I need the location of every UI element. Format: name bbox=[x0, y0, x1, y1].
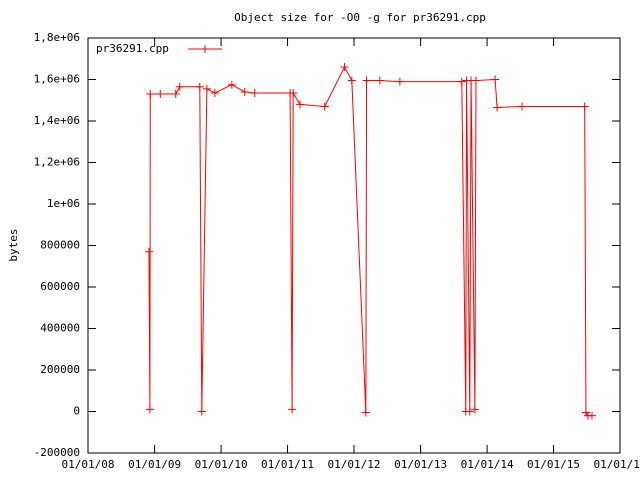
point-marker bbox=[240, 87, 249, 96]
point-marker bbox=[156, 90, 165, 99]
legend-label: pr36291.cpp bbox=[96, 42, 169, 55]
point-marker bbox=[493, 103, 502, 112]
point-marker bbox=[250, 88, 259, 97]
y-tick-label: 0 bbox=[73, 405, 80, 418]
point-marker bbox=[289, 88, 298, 97]
x-tick-label: 01/01/10 bbox=[195, 458, 248, 471]
x-tick-label: 01/01/13 bbox=[394, 458, 447, 471]
point-marker bbox=[171, 90, 180, 99]
y-tick-label: 400000 bbox=[40, 322, 80, 335]
y-axis-label: bytes bbox=[7, 228, 20, 261]
point-marker bbox=[465, 407, 474, 416]
x-tick-label: 01/01/12 bbox=[328, 458, 381, 471]
point-marker bbox=[202, 84, 211, 93]
point-marker bbox=[197, 407, 206, 416]
point-marker bbox=[362, 76, 371, 85]
y-tick-label: 1,2e+06 bbox=[34, 156, 80, 169]
x-tick-label: 01/01/11 bbox=[261, 458, 314, 471]
point-marker bbox=[227, 80, 236, 89]
y-tick-label: 200000 bbox=[40, 363, 80, 376]
plot-border bbox=[87, 37, 621, 454]
y-tick-label: 1,8e+06 bbox=[34, 31, 80, 44]
point-marker bbox=[471, 76, 480, 85]
point-marker bbox=[491, 75, 500, 84]
y-tick-label: 800000 bbox=[40, 239, 80, 252]
point-marker bbox=[146, 90, 155, 99]
x-tick-label: 01/01/16 bbox=[594, 458, 640, 471]
chart-title: Object size for -O0 -g for pr36291.cpp bbox=[234, 11, 486, 24]
y-tick-label: -200000 bbox=[34, 446, 80, 459]
point-marker bbox=[288, 405, 297, 414]
point-marker bbox=[395, 77, 404, 86]
point-marker bbox=[347, 76, 356, 85]
y-tick-label: 1,6e+06 bbox=[34, 73, 80, 86]
point-marker bbox=[340, 63, 349, 72]
point-marker bbox=[320, 102, 329, 111]
point-marker bbox=[295, 100, 304, 109]
x-tick-label: 01/01/09 bbox=[128, 458, 181, 471]
y-tick-label: 1e+06 bbox=[47, 197, 80, 210]
point-marker bbox=[470, 405, 479, 414]
legend-marker bbox=[201, 45, 209, 53]
y-tick-label: 1,4e+06 bbox=[34, 114, 80, 127]
point-marker bbox=[580, 102, 589, 111]
point-marker bbox=[375, 76, 384, 85]
point-marker bbox=[518, 102, 527, 111]
point-marker bbox=[457, 77, 466, 86]
x-tick-label: 01/01/14 bbox=[461, 458, 514, 471]
point-marker bbox=[210, 88, 219, 97]
series-line bbox=[148, 65, 592, 417]
point-marker bbox=[361, 408, 370, 417]
point-marker bbox=[145, 405, 154, 414]
point-marker bbox=[144, 247, 153, 256]
x-tick-label: 01/01/08 bbox=[62, 458, 115, 471]
point-marker bbox=[587, 411, 596, 420]
y-tick-label: 600000 bbox=[40, 280, 80, 293]
point-marker bbox=[175, 82, 184, 91]
x-tick-label: 01/01/15 bbox=[527, 458, 580, 471]
point-marker bbox=[195, 82, 204, 91]
